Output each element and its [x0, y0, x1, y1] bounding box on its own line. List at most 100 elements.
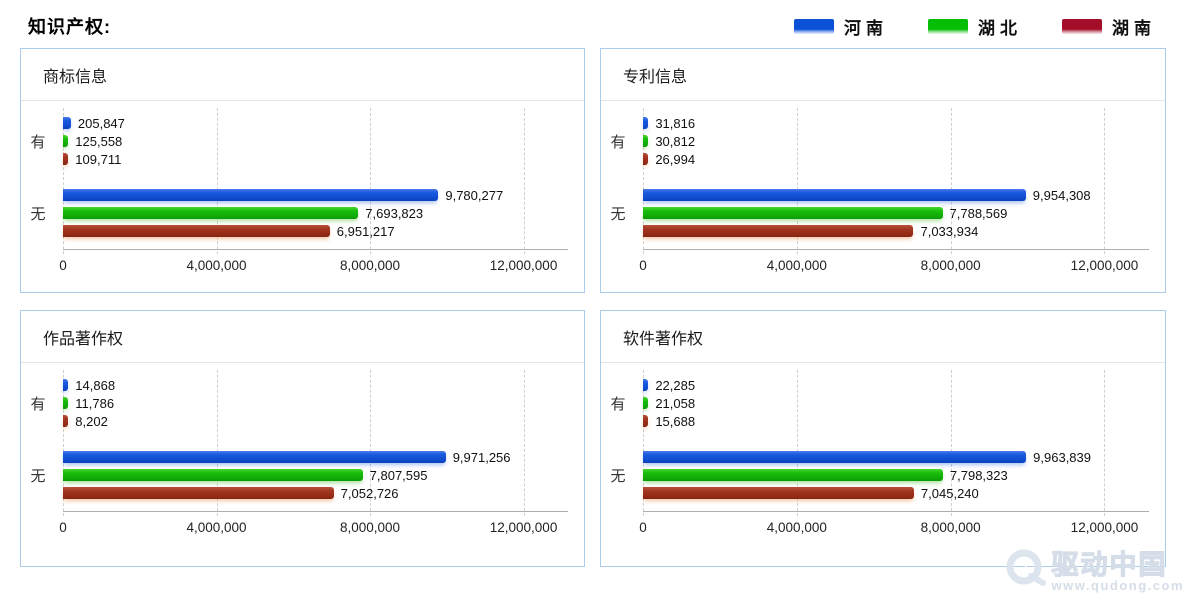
x-axis-tick: 4,000,000	[766, 258, 827, 273]
gridline	[216, 108, 218, 254]
legend-label-hubei: 湖北	[978, 18, 1022, 38]
chart-title-patent: 专利信息	[601, 49, 1165, 101]
bar-value-label: 7,807,595	[369, 467, 428, 483]
bar-value-label: 7,045,240	[920, 485, 979, 501]
bar-henan	[643, 189, 1026, 201]
bar-hubei	[643, 207, 943, 219]
bar-row: 7,798,323	[643, 467, 1149, 483]
bar-chart-trademark: 有 无 205,847 125,558	[21, 101, 584, 292]
bar-value-label: 22,285	[655, 377, 696, 393]
bar-row: 109,711	[63, 152, 568, 167]
bar-value-label: 31,816	[655, 115, 696, 131]
chart-title-text: 作品著作权	[43, 330, 124, 348]
x-axis-tick: 0	[639, 520, 647, 535]
bar-value-label: 6,951,217	[336, 223, 395, 239]
bar-row: 9,963,839	[643, 450, 1149, 465]
bar-hunan	[63, 153, 69, 165]
bar-hunan	[643, 225, 914, 237]
bar-row: 7,788,569	[643, 205, 1149, 221]
bar-row: 7,045,240	[643, 485, 1149, 501]
bar-henan	[643, 117, 649, 129]
bar-group-none: 9,780,277 7,693,823 6,951,217	[63, 188, 568, 239]
gridline	[796, 370, 798, 516]
bar-hunan	[643, 415, 649, 427]
gridline	[643, 108, 644, 254]
plot-area: 31,816 30,812 26,994	[643, 108, 1149, 254]
bar-value-label: 125,558	[75, 133, 123, 149]
bar-value-label: 7,788,569	[949, 205, 1008, 221]
bar-row: 9,780,277	[63, 188, 568, 203]
category-label-has: 有	[610, 396, 626, 413]
bar-row: 7,052,726	[63, 486, 568, 501]
gridline	[370, 108, 372, 254]
legend-item-hubei[interactable]: 湖北	[928, 14, 1022, 39]
category-label-none: 无	[30, 206, 46, 223]
x-axis-tick: 12,000,000	[1070, 520, 1139, 535]
x-axis-tick: 12,000,000	[1070, 258, 1139, 273]
chart-title-text: 软件著作权	[623, 330, 704, 348]
bar-henan	[63, 451, 446, 463]
bar-henan	[643, 451, 1027, 463]
bar-chart-works: 有 无 14,868 11,786	[21, 363, 584, 566]
bar-group-none: 9,971,256 7,807,595 7,052,726	[63, 449, 568, 501]
x-axis-tick: 8,000,000	[920, 258, 981, 273]
plot-area: 205,847 125,558 109,711	[63, 108, 568, 254]
bar-henan	[63, 379, 69, 391]
gridline	[370, 370, 372, 516]
chart-title-trademark: 商标信息	[21, 49, 584, 101]
bar-group-has: 31,816 30,812 26,994	[643, 115, 1149, 167]
bar-value-label: 9,971,256	[452, 449, 511, 465]
x-axis-tick: 0	[639, 258, 647, 273]
chart-title-software: 软件著作权	[601, 311, 1165, 363]
legend-swatch-hunan	[1062, 18, 1102, 34]
bar-row: 8,202	[63, 413, 568, 429]
bar-row: 205,847	[63, 115, 568, 131]
legend-item-hunan[interactable]: 湖南	[1062, 14, 1156, 39]
legend: 河南 湖北 湖南	[794, 14, 1156, 39]
gridline	[63, 370, 64, 516]
bar-hunan	[643, 487, 914, 499]
bar-hunan	[63, 225, 330, 237]
x-axis: 0 4,000,000 8,000,000 12,000,000	[59, 250, 568, 276]
plot-area: 22,285 21,058 15,688	[643, 370, 1149, 516]
bar-hubei	[643, 397, 649, 409]
bar-value-label: 11,786	[75, 395, 115, 411]
bar-hubei	[63, 207, 359, 219]
category-label-none: 无	[610, 468, 626, 485]
gridline	[796, 108, 798, 254]
charts-grid: 商标信息 有 无 205,847	[0, 48, 1186, 567]
bar-value-label: 205,847	[77, 115, 125, 131]
bar-chart-software: 有 无 22,285 21,058	[601, 363, 1165, 566]
plot-area: 14,868 11,786 8,202	[63, 370, 568, 516]
category-label-none: 无	[610, 206, 626, 223]
bar-henan	[63, 117, 71, 129]
bar-row: 21,058	[643, 396, 1149, 411]
bar-row: 15,688	[643, 414, 1149, 429]
x-axis-tick: 12,000,000	[489, 520, 558, 535]
bar-value-label: 7,798,323	[949, 467, 1008, 483]
gridline	[523, 108, 525, 254]
x-axis-tick: 4,000,000	[186, 520, 247, 535]
bar-row: 7,693,823	[63, 205, 568, 221]
bar-value-label: 14,868	[75, 377, 116, 393]
bar-value-label: 8,202	[75, 413, 108, 429]
panel-software-copyright: 软件著作权 有 无 22,285	[600, 310, 1166, 567]
legend-label-hunan: 湖南	[1112, 18, 1156, 38]
bar-hubei	[63, 135, 69, 147]
x-axis-tick: 12,000,000	[489, 258, 558, 273]
gridline	[950, 108, 952, 254]
gridline	[643, 370, 644, 516]
bar-value-label: 7,693,823	[365, 205, 424, 221]
x-axis: 0 4,000,000 8,000,000 12,000,000	[639, 512, 1149, 538]
bar-row: 22,285	[643, 377, 1149, 393]
bar-henan	[63, 189, 439, 201]
bar-hunan	[643, 153, 649, 165]
bar-value-label: 26,994	[655, 151, 696, 167]
bar-row: 7,033,934	[643, 224, 1149, 239]
bar-group-has: 22,285 21,058 15,688	[643, 377, 1149, 429]
bar-group-none: 9,963,839 7,798,323 7,045,240	[643, 450, 1149, 501]
bar-hubei	[63, 397, 69, 409]
legend-item-henan[interactable]: 河南	[794, 14, 888, 39]
bar-henan	[643, 379, 649, 391]
